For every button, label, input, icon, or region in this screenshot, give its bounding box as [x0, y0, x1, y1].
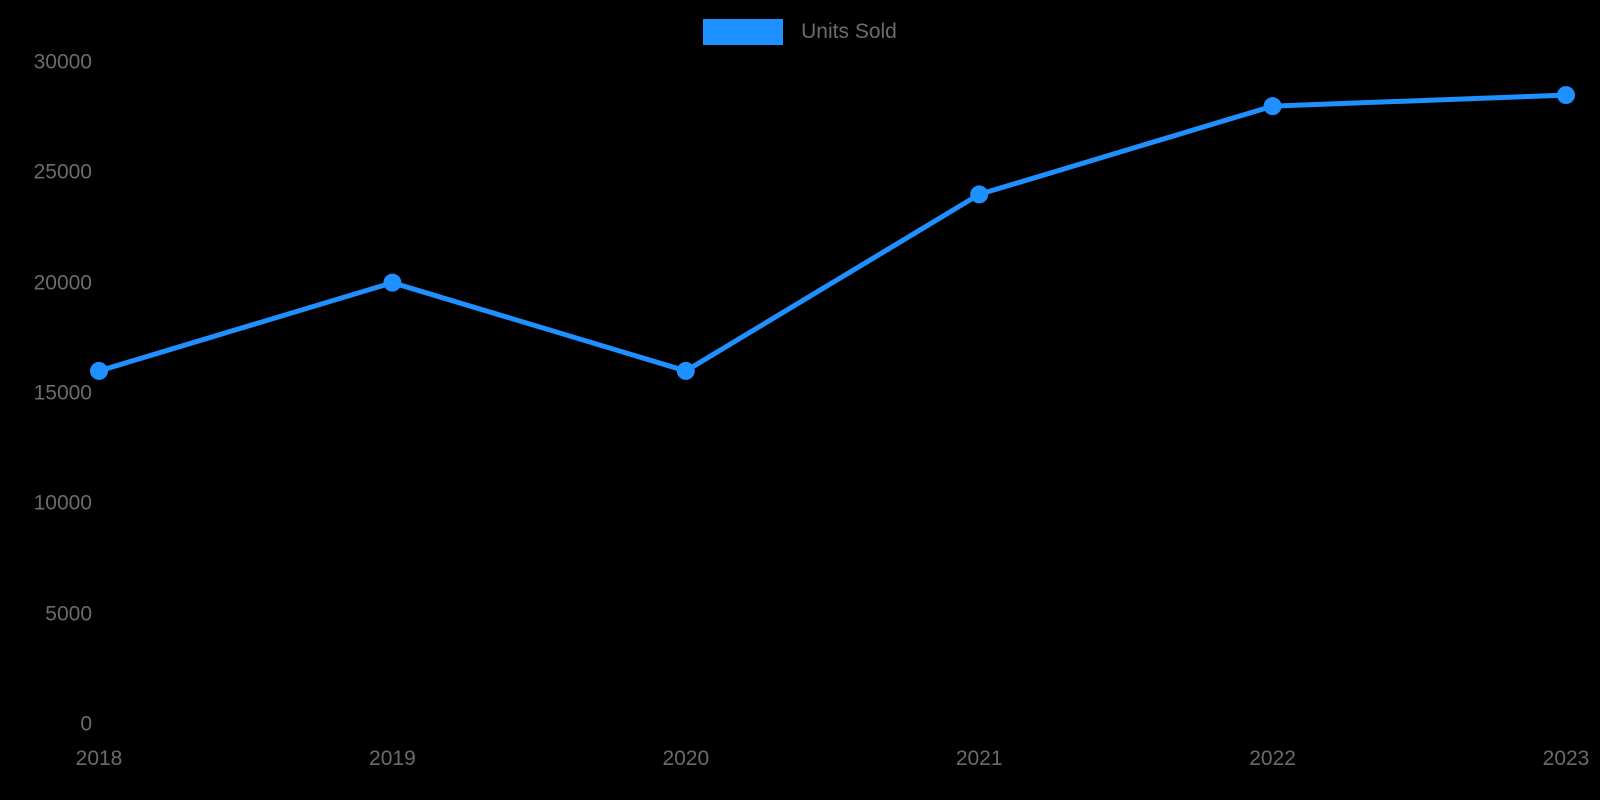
chart-legend: Units Sold — [0, 14, 1600, 50]
y-axis-tick-label: 10000 — [33, 491, 92, 515]
x-axis-tick-label: 2023 — [1542, 747, 1590, 770]
legend-label: Units Sold — [801, 20, 897, 43]
y-axis-tick-label: 25000 — [33, 160, 92, 184]
x-axis-tick-label: 2019 — [369, 747, 416, 770]
data-point-marker[interactable] — [90, 361, 108, 380]
series-line-units-sold — [96, 92, 1569, 374]
x-axis-tick-label: 2018 — [75, 747, 123, 770]
y-axis-tick-label: 30000 — [33, 50, 92, 74]
y-axis-tick-label: 0 — [80, 712, 92, 736]
data-point-marker[interactable] — [970, 185, 989, 204]
data-point-marker[interactable] — [676, 361, 695, 380]
data-point-marker[interactable] — [1557, 86, 1575, 105]
series-markers-units-sold — [90, 86, 1575, 380]
x-axis-tick-label: 2022 — [1249, 747, 1296, 770]
y-axis-tick-labels: 0 5000 10000 15000 20000 25000 30000 — [0, 0, 92, 800]
x-axis-tick-label: 2020 — [662, 747, 710, 770]
data-point-marker[interactable] — [1263, 97, 1282, 116]
legend-entry-units-sold[interactable]: Units Sold — [703, 19, 897, 45]
y-axis-tick-label: 15000 — [33, 381, 92, 405]
data-point-marker[interactable] — [383, 273, 402, 292]
y-axis-tick-label: 5000 — [45, 602, 92, 626]
y-axis-tick-label: 20000 — [33, 271, 92, 295]
x-axis-tick-label: 2021 — [955, 747, 1003, 770]
legend-color-swatch-icon — [703, 19, 784, 45]
